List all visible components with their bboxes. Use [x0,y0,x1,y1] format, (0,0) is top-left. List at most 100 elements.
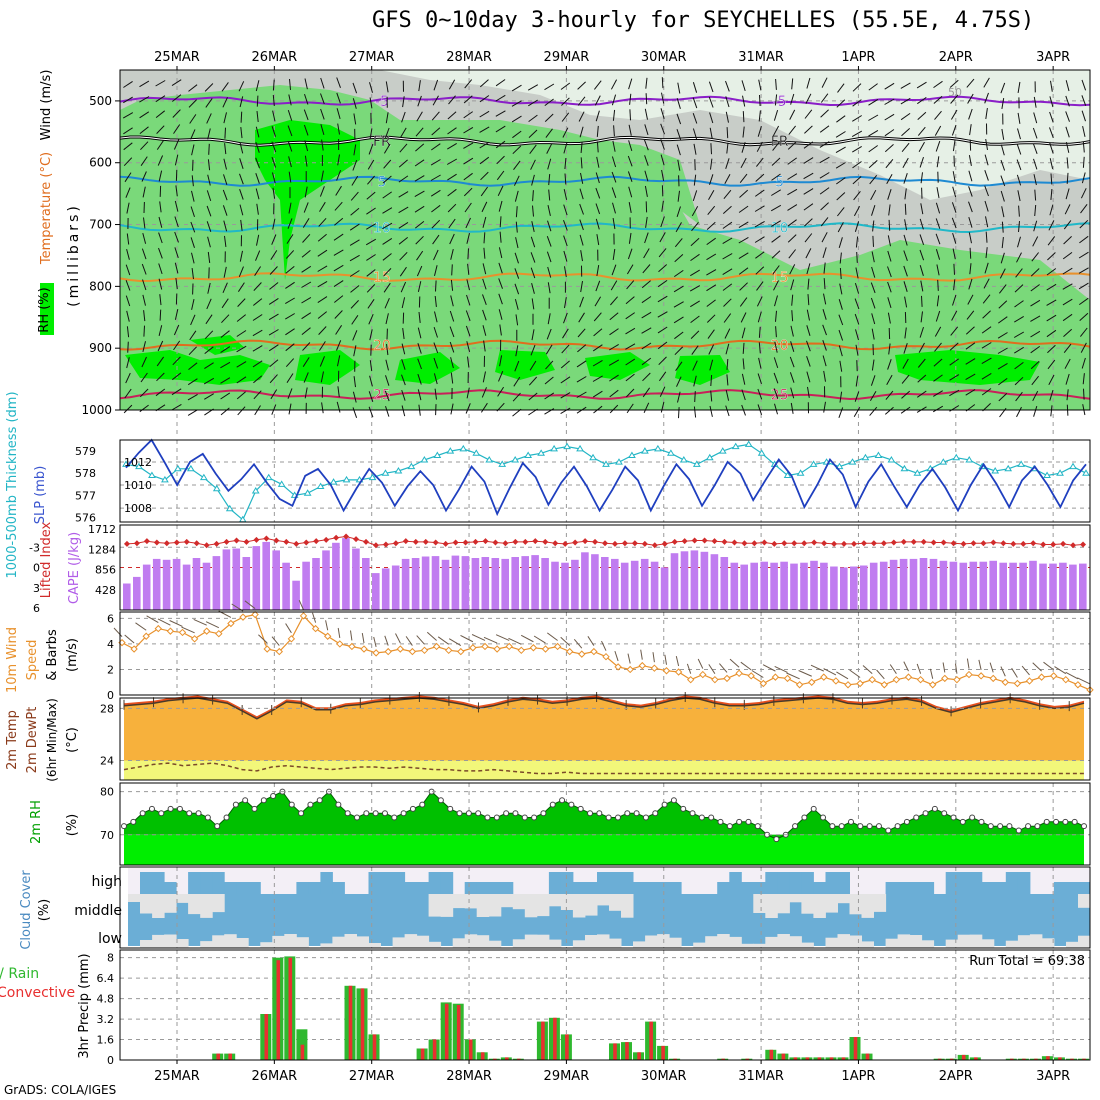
wind-barb [919,249,925,261]
wind-barb [385,112,389,124]
wind-barb [675,222,682,233]
wind-barb [369,82,373,93]
wind-barb [1016,174,1022,186]
wind-barb [691,221,699,232]
wind-barb [123,96,133,104]
rh2m-marker [354,814,361,821]
wind-barb [237,282,245,292]
thickness-marker [991,467,1000,474]
wind-speed-marker [674,668,683,676]
precip-convective-bar [961,1054,966,1060]
wind-barb [790,387,795,399]
wind-barb [350,285,360,293]
cape-bar [859,565,868,610]
wind-barb [498,293,503,305]
wind-speed-marker [372,649,380,657]
wind-barb [207,128,211,140]
precip-convective-bar [541,1021,545,1060]
wind-barb [789,356,795,368]
cape-bar [182,564,191,610]
precip-legend-convective: Convective [0,985,75,1001]
wind-barb [690,330,700,339]
wind-barb [625,296,635,305]
wind-barb [789,372,795,383]
wind-barb [872,220,875,232]
wind-barb [304,155,308,167]
wind-barb [142,341,146,353]
wind-barb [1047,344,1056,354]
wind-barb [628,186,633,198]
wind-barb [466,341,471,353]
precip-convective-bar [1082,1058,1086,1060]
thickness-marker [757,449,766,456]
lifted-index-marker [791,540,798,547]
wind-barb [449,233,455,245]
high-cloud-bar [825,872,838,894]
cape-bar [1079,563,1087,610]
wind-barb [561,344,570,354]
panel-frame [119,782,1091,866]
lifted-index-marker [860,540,867,547]
cape-bar [561,562,569,610]
wind-barb [997,347,1008,354]
wind-barb [545,128,553,138]
wind-barb-10m [244,600,256,609]
wind-barb [934,125,942,136]
wind-barb [869,174,878,185]
wind-barb [596,234,600,246]
wind-barb [673,316,684,324]
wind-barb [223,174,228,185]
wind-barb [1062,267,1073,275]
wind-barb [399,143,408,153]
wind-barb [125,264,131,276]
wind-barb [1082,141,1085,153]
mid-cloud-gap [140,894,153,914]
wind-barb-10m [157,618,171,626]
wind-barb [804,218,813,227]
wind-barb [1017,236,1021,248]
wind-barb [965,373,976,381]
wind-barb [482,278,487,290]
wind-barb [643,248,650,259]
wind-barb [171,94,182,102]
wind-barb [871,205,876,216]
wind-barb [467,248,469,260]
wind-barb [466,232,470,244]
wind-barb [189,330,197,341]
wind-barb [836,99,846,108]
low-cloud-gap [669,937,682,948]
thickness-marker [641,447,649,454]
wind-speed-marker [1013,679,1022,688]
low-cloud-gap [320,943,333,948]
wind-barb [823,401,826,413]
wind-barb [773,280,779,291]
isotherm-label: 10 [771,221,789,237]
wind-barb [661,200,664,212]
wind-barb [187,409,198,416]
wind-barb-10m [395,633,401,644]
cape-bar [322,550,330,610]
high-cloud-bar [621,872,634,894]
wind-barb [236,314,247,322]
high-cloud-bar [224,882,237,894]
cape-bar [620,562,629,610]
lifted-index-marker [273,537,280,544]
wind-barb [382,191,392,199]
wind-barb [122,112,134,119]
cape-bar [760,561,768,610]
wind-barb [592,375,603,382]
lifted-index-marker [870,540,877,547]
wind-barb [900,82,911,89]
precip-tick-label: 3.2 [97,1013,115,1026]
high-cloud-bar [152,872,165,894]
wind-barb [822,247,827,259]
low-cloud-gap [585,935,598,948]
wind-barb [839,391,843,403]
wind-barb [529,144,537,154]
wind-barb [530,344,536,356]
wind-barb [320,124,325,136]
wind-barb [529,360,537,371]
wind-barb [252,360,263,368]
isotherm-label: 5 [377,174,386,190]
wind-barb [286,373,294,383]
